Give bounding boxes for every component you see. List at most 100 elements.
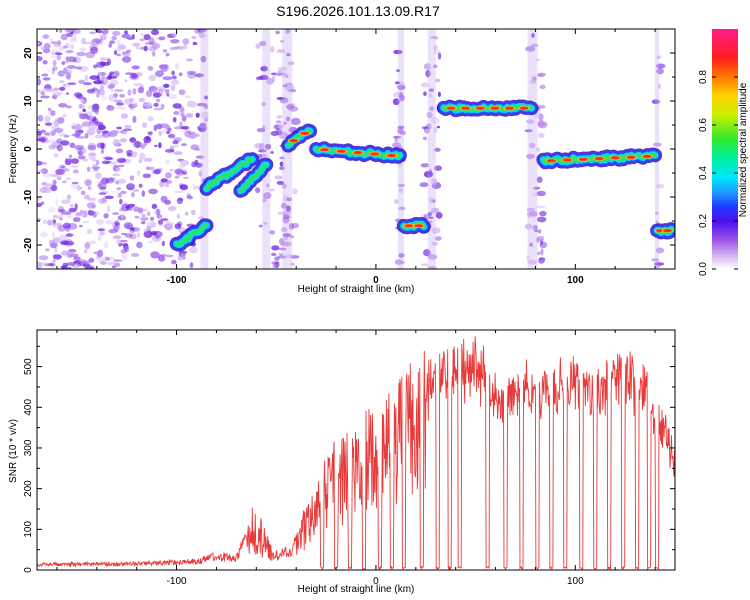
spectrogram-noise-blob [282,233,292,238]
spectrogram-noise-blob [51,52,55,59]
spectrogram-noise-blob [60,199,71,204]
spectrogram-noise-blob [526,207,535,212]
spectrogram-noise-blob [117,44,127,51]
spectrogram-noise-blob [137,86,144,94]
spectrogram-noise-blob [197,102,207,107]
spectrogram-peak-core [505,106,514,110]
spectrogram-noise-blob [172,103,182,109]
spectrogram-noise-blob [420,163,430,168]
spectrogram-image [37,29,675,269]
spectrogram-noise-blob [37,197,41,201]
spectrogram-noise-blob [537,251,541,256]
spectrogram-noise-blob [423,171,434,178]
spectrogram-noise-blob [42,47,51,54]
spectrogram-noise-blob [431,241,439,246]
spectrogram-ytick-label: 0 [23,146,34,152]
spectrogram-noise-blob [198,127,206,133]
spectrogram-noise-blob [258,224,263,228]
spectrogram-noise-blob [79,186,83,190]
spectrogram-noise-blob [73,256,81,261]
spectrogram-noise-blob [178,89,186,96]
spectrogram-noise-blob [436,125,440,129]
spectrogram-noise-blob [281,202,287,209]
spectrogram-noise-blob [114,70,120,77]
spectrogram-noise-blob [158,90,163,97]
spectrogram-noise-blob [279,156,285,160]
spectrogram-noise-blob [148,85,158,93]
spectrogram-noise-blob [277,72,287,76]
spectrogram-noise-blob [133,102,138,108]
spectrogram-noise-blob [152,92,162,98]
spectrogram-noise-blob [536,190,546,196]
spectrogram-noise-blob [169,168,174,172]
colorbar-tick-label: 0.4 [698,166,709,180]
spectrogram-noise-blob [48,239,56,245]
spectrogram-noise-blob [162,219,170,223]
spectrogram-noise-blob [66,214,73,219]
spectrogram-noise-blob [151,203,158,209]
spectrogram-noise-blob [178,72,183,77]
spectrogram-noise-blob [109,161,118,165]
spectrogram-noise-blob [186,58,194,62]
spectrogram-noise-blob [275,30,281,35]
spectrogram-noise-blob [394,81,401,85]
spectrogram-noise-blob [79,65,89,72]
snr-xtick-label: -100 [167,576,187,587]
spectrogram-noise-blob [540,248,544,256]
spectrogram-noise-blob [50,184,58,192]
spectrogram-noise-blob [656,55,662,60]
snr-ytick-label: 300 [23,439,34,456]
spectrogram-noise-blob [653,142,662,147]
spectrogram-noise-blob [102,133,107,137]
spectrogram-noise-blob [124,79,128,83]
spectrogram-noise-blob [54,55,62,61]
spectrogram-noise-blob [141,144,145,149]
spectrogram-noise-blob [96,61,106,68]
spectrogram-noise-blob [172,144,180,148]
spectrogram-noise-blob [153,169,161,175]
spectrogram-noise-blob [139,46,145,50]
snr-ylabel: SNR (10 * v/v) [8,419,19,483]
spectrogram-noise-blob [74,203,78,210]
spectrogram-noise-blob [134,140,141,148]
spectrogram-noise-blob [116,187,122,191]
spectrogram-noise-blob [139,152,146,160]
spectrogram-noise-blob [109,83,116,89]
spectrogram-noise-blob [164,183,170,188]
spectrogram-noise-blob [121,213,125,219]
spectrogram-noise-blob [198,170,203,177]
spectrogram-noise-blob [132,115,137,123]
spectrogram-noise-blob [126,49,132,53]
spectrogram-noise-blob [540,104,546,109]
colorbar: 0.0 0.2 0.4 0.6 0.8 Normalized spectral ampl… [698,29,749,276]
spectrogram-noise-blob [86,228,93,234]
spectrogram-noise-blob [285,116,291,122]
spectrogram-noise-blob [178,164,185,169]
spectrogram-noise-blob [278,66,288,71]
spectrogram-noise-blob [276,115,283,119]
spectrogram-noise-blob [108,94,117,102]
spectrogram-noise-blob [157,93,162,97]
spectrogram-noise-blob [44,115,51,123]
spectrogram-noise-blob [74,132,80,139]
spectrogram-noise-blob [179,46,184,51]
spectrogram-noise-blob [59,86,66,91]
spectrogram-peak-core [475,106,485,110]
spectrogram-noise-blob [397,85,406,90]
spectrogram-noise-blob [527,259,538,265]
spectrogram-noise-blob [153,102,159,107]
spectrogram-noise-blob [536,176,543,183]
spectrogram-noise-blob [153,107,163,111]
spectrogram-noise-blob [270,46,275,53]
spectrogram-noise-blob [53,43,61,48]
spectrogram-noise-blob [186,195,193,200]
spectrogram-peak-core [578,157,588,161]
spectrogram-noise-blob [536,147,541,153]
spectrogram-peak-core [370,152,380,156]
spectrogram-noise-blob [428,197,434,204]
spectrogram-noise-blob [131,34,135,40]
spectrogram-noise-blob [276,180,285,185]
spectrogram-noise-blob [171,32,178,38]
spectrogram-noise-blob [40,231,48,238]
spectrogram-noise-blob [651,99,660,104]
